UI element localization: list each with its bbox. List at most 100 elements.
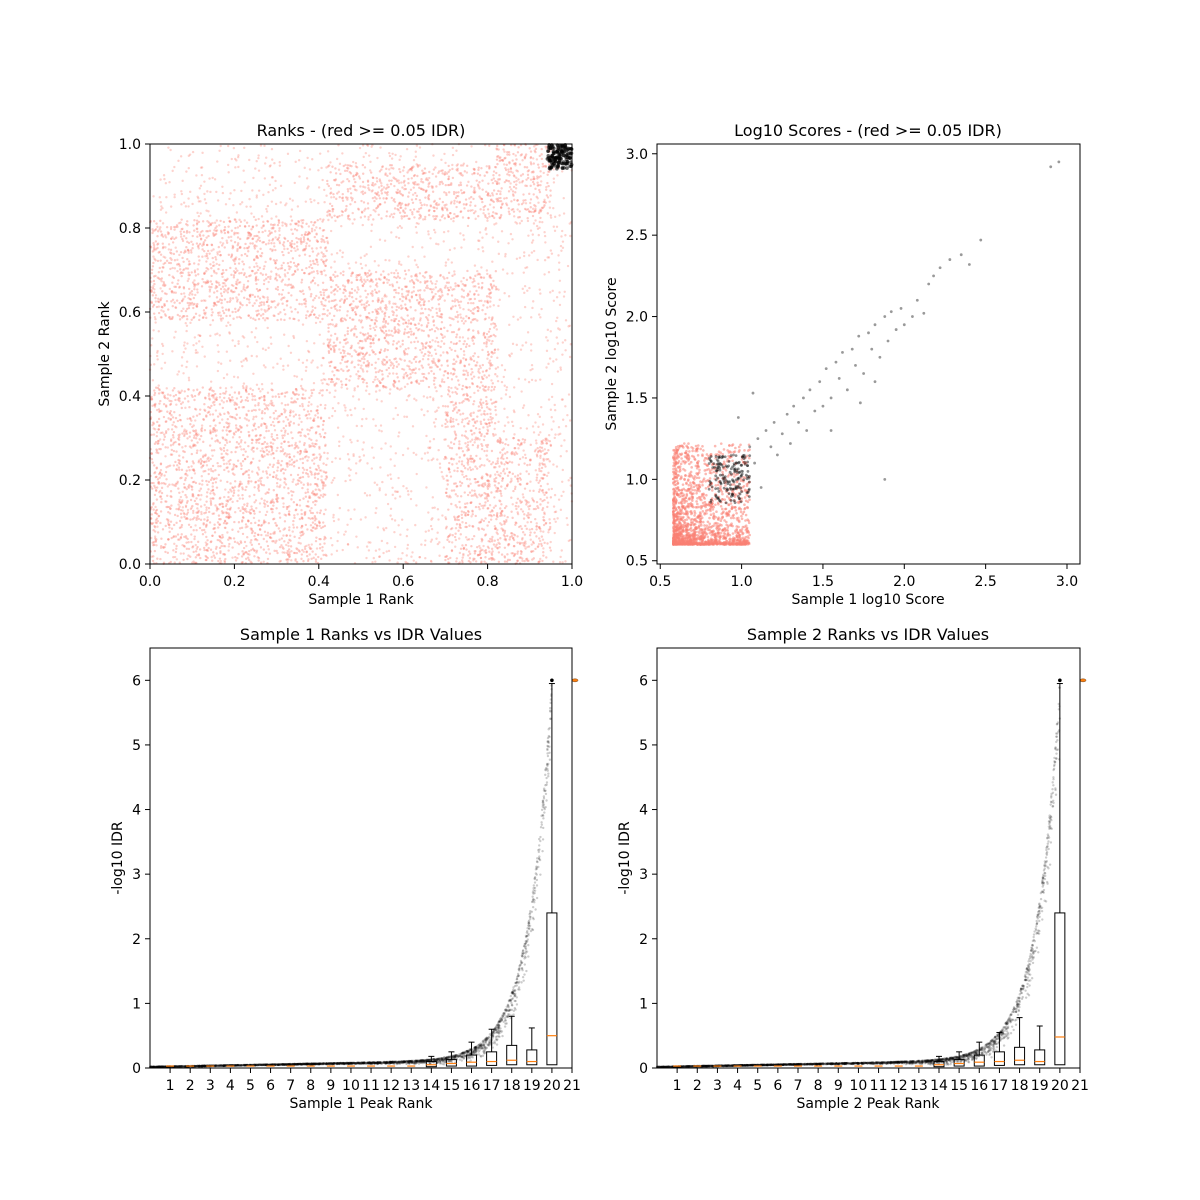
- data-point: [211, 559, 214, 562]
- data-point: [338, 348, 341, 351]
- data-point: [234, 310, 237, 314]
- data-point: [515, 222, 519, 225]
- data-point: [221, 259, 225, 263]
- data-point: [153, 525, 156, 528]
- data-point: [549, 291, 552, 294]
- data-point: [163, 394, 166, 397]
- data-point: [273, 162, 276, 165]
- data-point: [286, 262, 290, 265]
- data-point: [216, 300, 219, 304]
- data-point: [211, 256, 214, 260]
- data-point: [423, 255, 426, 258]
- data-point: [432, 437, 436, 441]
- data-point: [156, 420, 159, 424]
- data-point: [451, 153, 455, 157]
- data-point: [237, 342, 240, 345]
- data-point: [332, 516, 335, 519]
- data-point: [248, 510, 251, 514]
- data-point: [207, 459, 211, 462]
- data-point: [236, 499, 239, 503]
- data-point: [190, 419, 193, 422]
- data-point: [289, 223, 292, 226]
- data-point: [354, 261, 358, 264]
- data-point: [200, 493, 203, 497]
- data-point: [552, 420, 555, 423]
- data-point: [429, 559, 433, 563]
- data-point: [547, 531, 550, 534]
- data-point: [568, 419, 572, 422]
- data-point: [219, 292, 223, 295]
- data-point: [241, 364, 244, 368]
- data-point: [373, 378, 376, 381]
- data-point: [274, 395, 277, 398]
- data-point: [238, 436, 241, 439]
- data-point: [282, 472, 285, 475]
- data-point: [190, 318, 193, 321]
- data-point: [321, 394, 324, 397]
- data-point: [312, 259, 315, 263]
- data-point: [311, 526, 315, 529]
- data-point: [273, 417, 276, 420]
- data-point: [335, 283, 338, 287]
- data-point: [234, 511, 237, 514]
- data-point: [294, 160, 297, 164]
- data-point: [164, 470, 168, 474]
- data-point: [430, 518, 433, 521]
- data-point: [183, 450, 186, 454]
- data-point: [253, 531, 257, 535]
- data-point: [293, 551, 297, 555]
- data-point: [240, 464, 243, 467]
- data-point: [365, 556, 368, 560]
- data-point: [209, 323, 212, 327]
- data-point: [370, 190, 373, 193]
- data-point: [445, 413, 448, 417]
- data-point: [558, 560, 562, 564]
- data-point: [175, 558, 179, 561]
- data-point: [194, 351, 198, 354]
- data-point: [186, 220, 189, 223]
- data-point: [290, 559, 293, 562]
- data-point: [251, 189, 254, 192]
- data-point: [300, 219, 303, 222]
- data-point: [199, 498, 202, 501]
- data-point: [188, 469, 191, 472]
- data-point: [299, 239, 302, 242]
- data-point: [227, 495, 230, 499]
- data-point: [173, 228, 176, 231]
- data-point: [302, 408, 306, 411]
- data-point: [303, 547, 307, 551]
- data-point: [232, 486, 235, 490]
- data-point: [349, 517, 353, 521]
- data-point: [216, 311, 220, 315]
- data-point: [196, 494, 200, 497]
- data-point: [536, 227, 540, 231]
- data-point: [267, 242, 270, 245]
- data-point: [561, 170, 564, 173]
- data-point: [212, 396, 215, 399]
- data-point: [328, 391, 331, 394]
- data-point: [337, 531, 340, 534]
- data-point: [236, 244, 239, 247]
- data-point: [306, 410, 310, 413]
- data-point: [262, 316, 265, 320]
- data-point: [171, 241, 175, 244]
- data-point: [255, 256, 258, 259]
- data-point: [304, 448, 307, 451]
- data-point: [371, 189, 374, 192]
- data-point: [200, 466, 203, 469]
- data-point: [243, 289, 247, 292]
- data-point: [153, 549, 157, 553]
- data-point: [176, 419, 180, 423]
- data-point: [201, 255, 204, 258]
- data-point: [238, 237, 242, 241]
- data-point: [553, 409, 557, 412]
- data-point: [287, 283, 291, 286]
- data-point: [406, 447, 410, 450]
- data-point: [557, 327, 560, 330]
- data-point: [321, 389, 324, 392]
- data-point: [276, 485, 279, 488]
- data-point: [170, 428, 174, 431]
- data-point: [300, 508, 303, 512]
- data-point: [281, 224, 284, 227]
- data-point: [193, 283, 196, 287]
